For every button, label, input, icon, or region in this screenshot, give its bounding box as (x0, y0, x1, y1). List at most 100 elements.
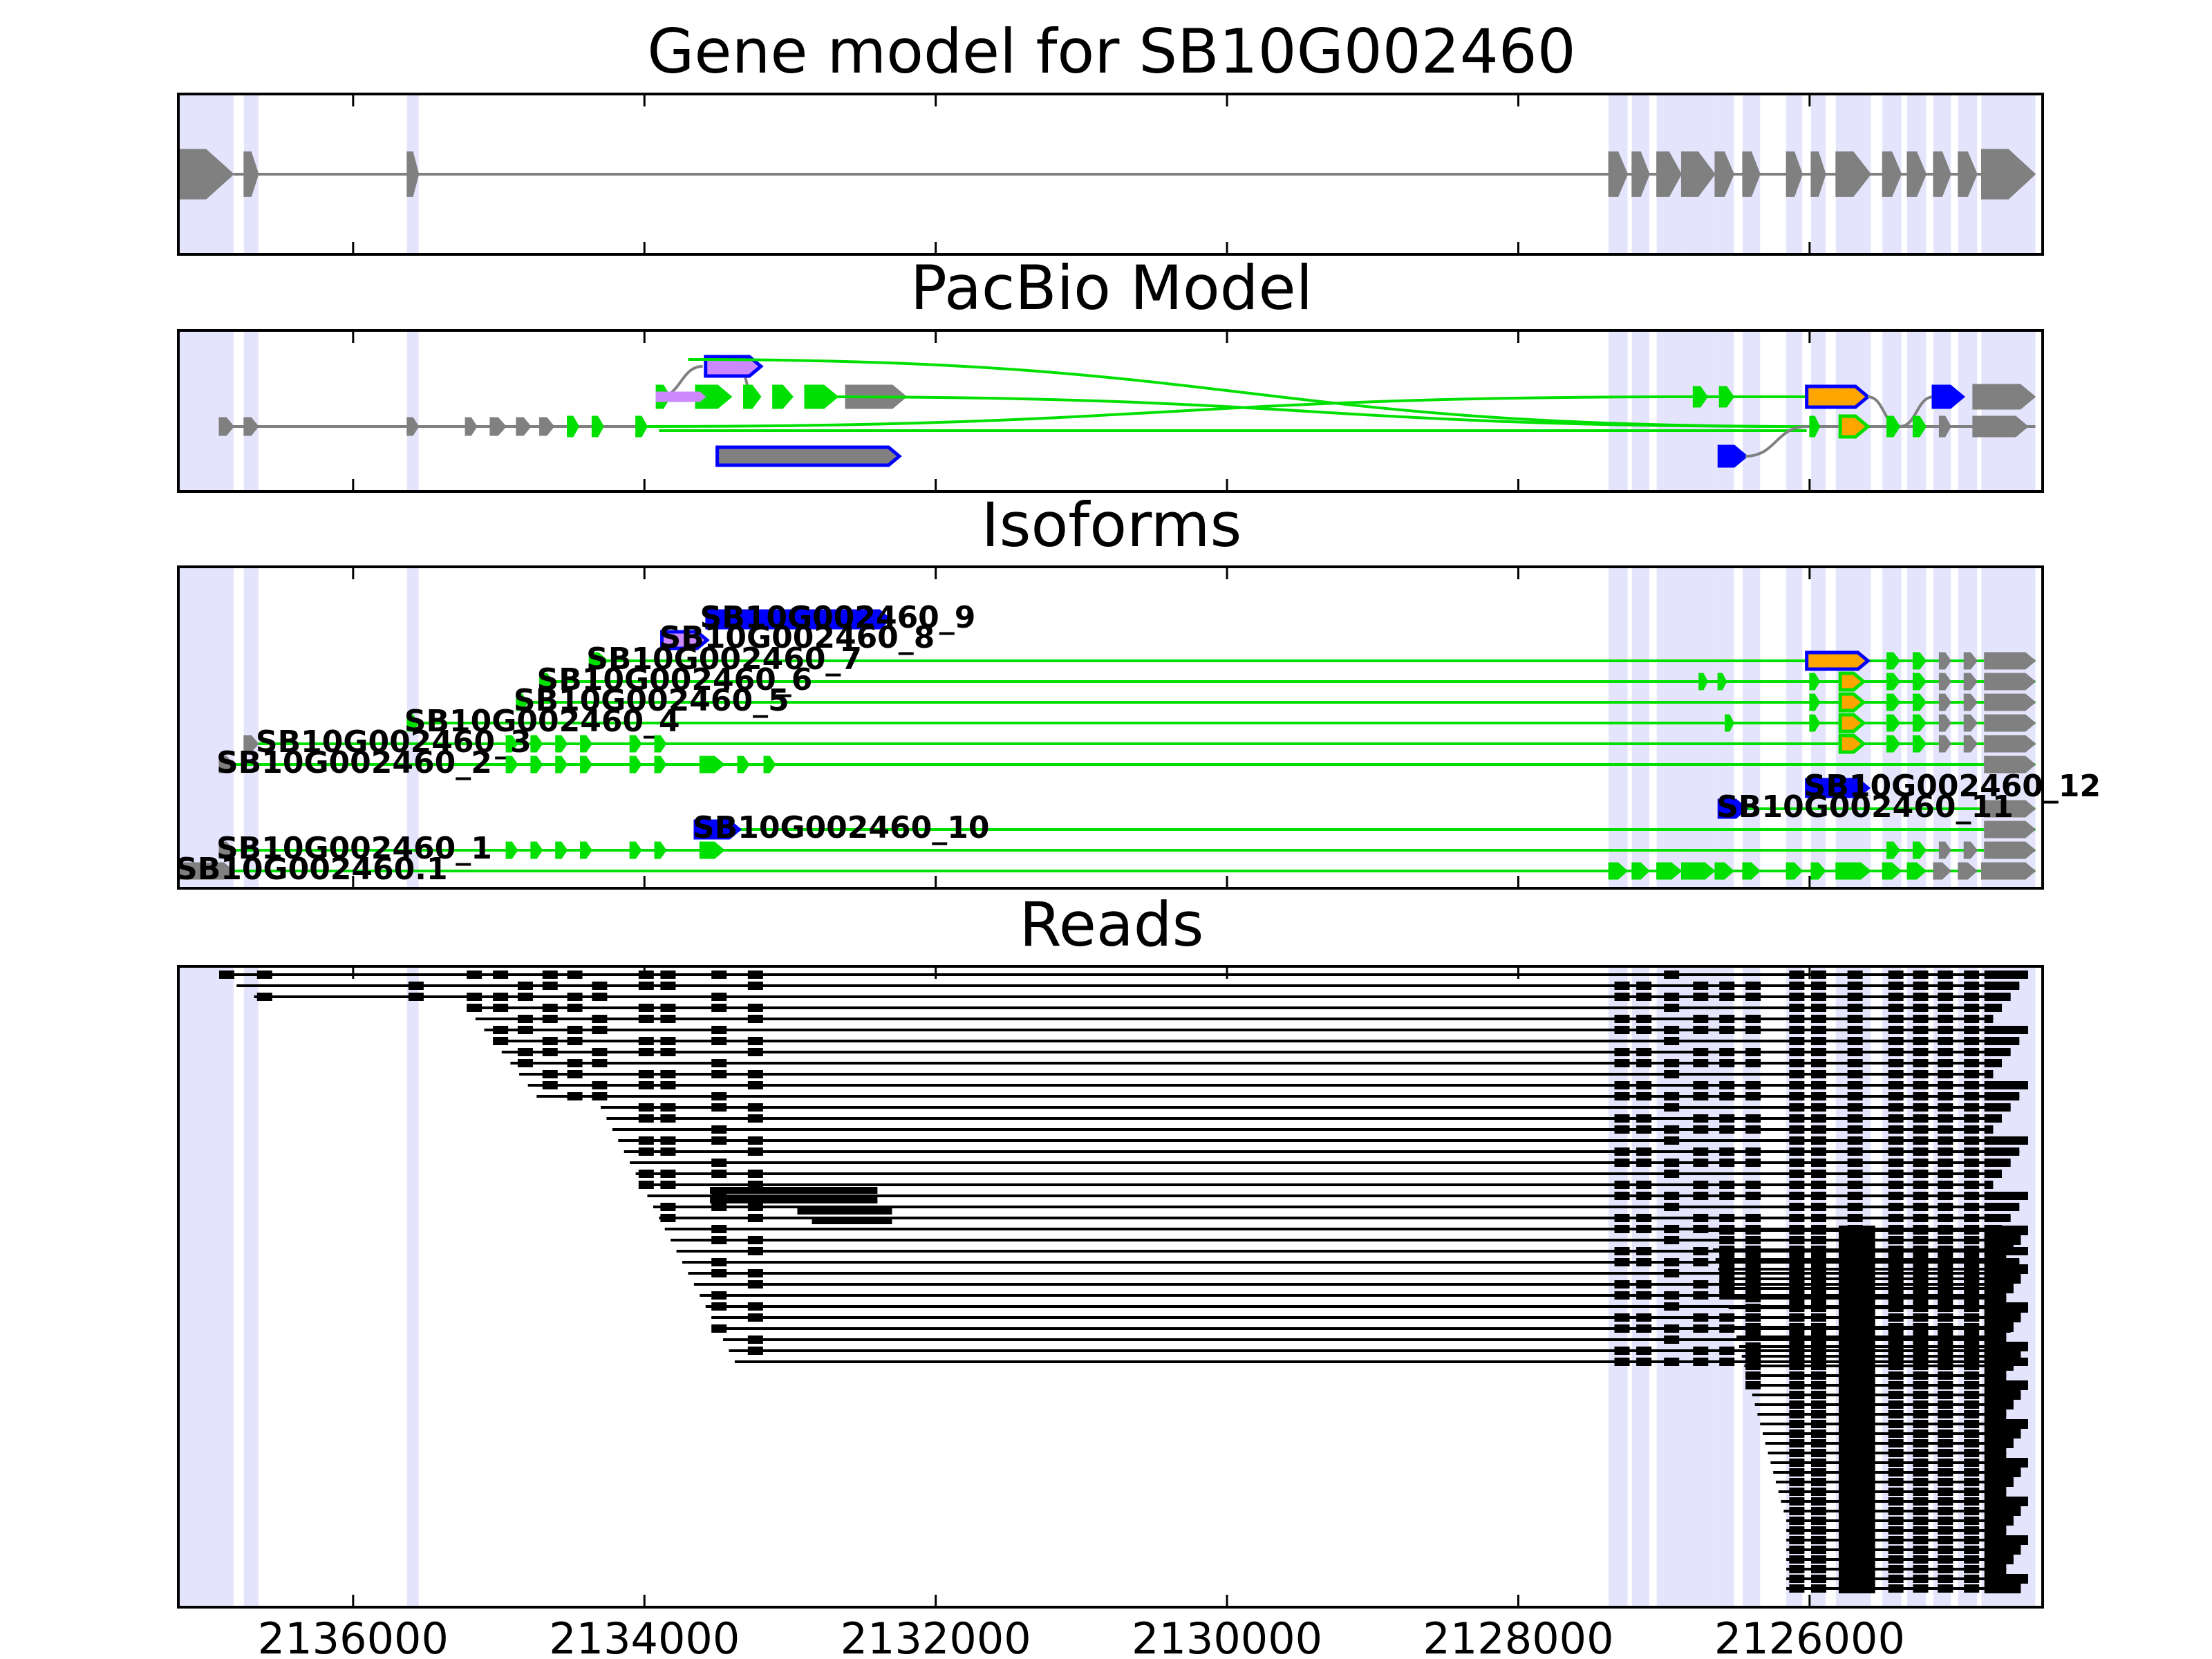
read-exon (1913, 1400, 1929, 1409)
read-exon (1693, 1059, 1709, 1067)
read-exon (592, 1059, 608, 1067)
isoform-exon (1838, 713, 1866, 733)
read-exon (1636, 1313, 1652, 1322)
read-exon (1964, 1449, 1980, 1457)
read-exon (1693, 1324, 1709, 1333)
read-exon (1810, 1181, 1826, 1189)
read-exon (1984, 1114, 2003, 1123)
read-exon (1839, 1555, 1875, 1564)
read-exon (1839, 1458, 1875, 1468)
read-exon (1888, 1004, 1904, 1012)
isoform-exon (1810, 862, 1826, 880)
read-exon (1745, 1114, 1761, 1123)
read-exon (1847, 1092, 1863, 1100)
pacbio-exon-green (695, 384, 733, 409)
read-exon (1984, 1371, 2007, 1380)
read-exon (747, 1037, 763, 1045)
read-exon (1664, 1358, 1680, 1366)
x-tick-label: 2130000 (1132, 1613, 1322, 1659)
read-exon (542, 971, 558, 979)
read-exon (1789, 1015, 1805, 1023)
isoform-exon (580, 756, 593, 774)
read-exon (1964, 982, 1980, 990)
read-exon (1810, 1147, 1826, 1156)
read-exon (1789, 1323, 1805, 1331)
isoform-exon (1984, 714, 2036, 732)
read-exon (592, 993, 608, 1001)
isoform-exon (1838, 671, 1866, 692)
gene-exon (1810, 151, 1826, 197)
read-exon (1888, 1371, 1904, 1380)
gene-exon (1656, 151, 1683, 197)
read-exon (493, 1026, 509, 1034)
read-exon (1810, 1236, 1826, 1244)
read-exon (1984, 1203, 2020, 1211)
read-exon (542, 982, 558, 990)
isoform-exon (555, 841, 568, 859)
read-exon (1888, 1391, 1904, 1399)
read-exon (1636, 1214, 1652, 1222)
read-exon (1964, 1497, 1980, 1506)
isoform-label: SB10G002460_5 (514, 683, 789, 718)
read-exon (1810, 1304, 1826, 1312)
isoform-exon (1958, 862, 1978, 880)
read-exon (1984, 1293, 2007, 1303)
read-exon (1913, 1584, 1929, 1593)
read-exon (1719, 1015, 1735, 1023)
read-exon (1984, 1584, 2021, 1593)
read-exon (1614, 1015, 1630, 1023)
isoform-exon (1656, 862, 1683, 880)
read-exon (1913, 1236, 1929, 1244)
read-exon (1964, 1147, 1980, 1156)
read-exon (1839, 1293, 1875, 1303)
read-exon (1913, 1081, 1929, 1089)
read-exon (1964, 1526, 1980, 1535)
read-exon (1839, 1264, 1875, 1274)
read-exon (1938, 1136, 1953, 1145)
read-exon (1745, 1125, 1761, 1134)
read-exon (1745, 1304, 1761, 1312)
read-exon (1938, 1323, 1953, 1331)
read-exon (1614, 1092, 1630, 1100)
read-exon (1693, 1181, 1709, 1189)
read-exon (1847, 1026, 1863, 1034)
isoform-label: SB10G002460_11 (1716, 789, 2014, 825)
read-exon (408, 993, 424, 1001)
read-exon (1984, 1506, 2021, 1516)
read-exon (1938, 1420, 1953, 1428)
exon-highlight-band (1835, 330, 1871, 491)
pacbio-exon-blue (1931, 384, 1966, 409)
isoform-label: SB10G002460_7 (586, 641, 862, 677)
exon-highlight-band (178, 966, 234, 1607)
gene-exon (1785, 151, 1803, 197)
read-exon (1789, 1468, 1805, 1477)
read-exon (1719, 1236, 1735, 1244)
read-exon (1847, 1059, 1863, 1067)
read-exon (1984, 1526, 2007, 1535)
read-exon (1810, 1526, 1826, 1535)
gene-exon (1958, 151, 1978, 197)
read-exon (1810, 1323, 1826, 1331)
read-exon (1664, 1026, 1680, 1034)
isoform-exon (505, 841, 518, 859)
x-tick-label: 2136000 (258, 1613, 449, 1659)
read-exon (1839, 1535, 1875, 1545)
exon-highlight-band (1786, 330, 1803, 491)
read-exon (1938, 1362, 1953, 1370)
read-exon (1888, 1565, 1904, 1573)
read-exon (660, 971, 676, 979)
read-exon (1839, 1419, 1875, 1429)
read-exon (1938, 1026, 1953, 1034)
read-exon (1636, 1092, 1652, 1100)
read-exon (1664, 1225, 1680, 1233)
read-exon (1745, 1159, 1761, 1167)
read-exon (660, 1203, 676, 1211)
read-exon (1888, 1526, 1904, 1535)
read-exon (1810, 1459, 1826, 1467)
gene-exon (243, 151, 259, 197)
read-exon (1938, 1497, 1953, 1506)
read-exon (1719, 1092, 1735, 1100)
read-exon (1964, 1015, 1980, 1023)
read-exon (1745, 1059, 1761, 1067)
read-exon (1789, 1430, 1805, 1438)
